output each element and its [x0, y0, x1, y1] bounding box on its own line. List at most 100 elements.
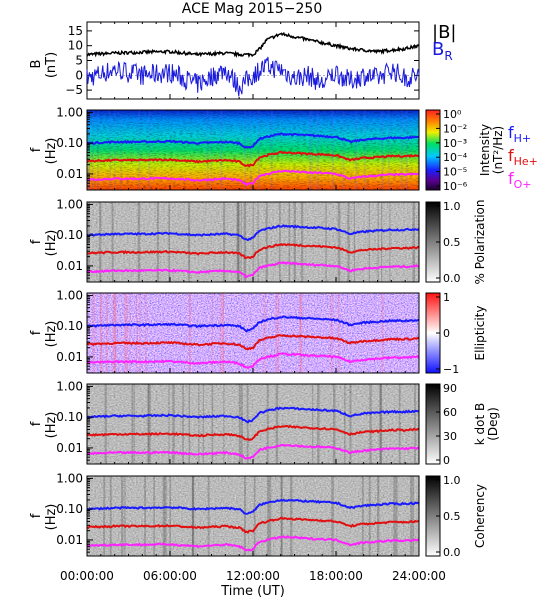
gyrofrequency-line-f_He+ [87, 424, 419, 442]
spectrogram-streak [109, 110, 111, 190]
freq-tick-label: 1.00 [56, 105, 83, 119]
gyrofrequency-line-f_He+ [87, 243, 419, 260]
time-axis: 00:00:00 06:00:00 12:00:00 18:00:00 24:00:00 [60, 569, 446, 583]
spectrogram-streak [275, 293, 278, 373]
spectrogram-streak [331, 110, 334, 190]
colorbar-tick-label: 0 [443, 454, 450, 467]
spectrogram-streak [379, 384, 382, 464]
spectrogram-streak [124, 476, 126, 556]
freq-tick-label: 0.01 [56, 350, 83, 364]
spectrogram-streak [222, 293, 224, 373]
spectrogram-streak [377, 202, 379, 282]
spectrogram-streak [124, 293, 126, 373]
colorbar-tick-label: 10⁻⁴ [443, 151, 468, 164]
spectrogram-image [87, 293, 419, 373]
spectrogram-streak [311, 110, 313, 190]
colorbar-tick-label: 0.5 [443, 510, 461, 523]
spectrogram-streak [387, 110, 390, 190]
spectrogram-streak [92, 293, 95, 373]
spectrogram-streak [280, 476, 283, 556]
spectrogram-streak [191, 476, 194, 556]
spectrogram-streak [243, 202, 247, 282]
spectrogram-streak [257, 110, 260, 190]
spectrogram-image [87, 384, 419, 464]
spectrogram-streak [376, 476, 380, 556]
colorbar-tick-label: 0 [443, 327, 450, 340]
colorbar-label: Intensity [478, 124, 492, 176]
spectrogram-streak [344, 384, 346, 464]
gyrofrequency-line-f_O+ [87, 352, 419, 369]
gyrofrequency-line-f_He+ [87, 516, 419, 534]
spectrogram-streak [169, 476, 171, 556]
b-tick-label: 10 [68, 39, 83, 53]
spectrogram-streak [148, 384, 151, 464]
b-tick-label: 5 [75, 54, 83, 68]
legend-f-o-main: f [508, 169, 514, 188]
spectrogram-streak [263, 293, 266, 373]
colorbar-tick-label: 90 [443, 382, 457, 395]
legend-f-o: fO+ [508, 169, 532, 191]
panel-ylabel-top: f [29, 239, 44, 244]
spectrogram-streak [395, 476, 398, 556]
legend-f-he: fHe+ [508, 146, 538, 168]
spectrogram-streak [111, 202, 114, 282]
colorbar [425, 383, 441, 465]
colorbar-label: Ellipticity [473, 306, 487, 361]
spectrogram-image [87, 110, 419, 190]
spectrogram-streak [202, 384, 204, 464]
time-tick-label: 24:00:00 [392, 569, 446, 583]
freq-tick-label: 0.10 [56, 502, 83, 516]
panel-ylabel-bot: (Hz) [44, 138, 59, 165]
spectrogram-image [87, 202, 419, 282]
panel-ylabel-bot: (Hz) [44, 321, 59, 348]
spectrogram-streak [331, 476, 333, 556]
spectrogram-streak [414, 384, 416, 464]
colorbar-tick-label: 10⁰ [443, 108, 462, 121]
freq-tick-label: 0.10 [56, 319, 83, 333]
spectrogram-streak [207, 476, 210, 556]
freq-tick-label: 0.01 [56, 441, 83, 455]
panel-1-ylabel-bot: (nT) [44, 52, 59, 78]
freq-tick-label: 1.00 [56, 379, 83, 393]
spectrogram-streak [236, 202, 239, 282]
x-axis-label: Time (UT) [220, 584, 285, 599]
spectrogram-streak [100, 293, 103, 373]
spectrogram-streak [381, 293, 384, 373]
spectrogram-streak [206, 110, 209, 190]
spectrogram-streak [103, 476, 106, 556]
spectrogram-streak [410, 476, 413, 556]
spectrogram-streak [129, 293, 131, 373]
time-tick-label: 00:00:00 [60, 569, 114, 583]
spectrogram-streak [131, 384, 134, 464]
freq-tick-label: 0.01 [56, 533, 83, 547]
spectrogram-streak [191, 476, 195, 556]
legend-b-r-sub: R [444, 49, 452, 63]
freq-tick-label: 0.01 [56, 167, 83, 181]
spectrogram-streak [182, 384, 184, 464]
colorbar-tick-label: 0.0 [443, 546, 461, 559]
b-tick-label: 0 [75, 68, 83, 82]
spectrogram-streak [222, 293, 225, 373]
spectrogram-streak [353, 202, 355, 282]
legend-f-h: fH+ [508, 123, 531, 145]
spectrogram-streak [268, 476, 272, 556]
spectrogram-streak [266, 384, 269, 464]
spectrogram-streak [361, 476, 364, 556]
gyrofrequency-line-f_O+ [87, 535, 419, 552]
spectrogram-streak [270, 110, 273, 190]
spectrogram-streak [220, 110, 223, 190]
spectrogram-streak [312, 384, 314, 464]
colorbar-tick-label: 30 [443, 430, 457, 443]
spectrogram-streak [253, 476, 256, 556]
spectrogram-panel-5: 1.00 0.10 0.01 f (Hz) 1.0 0.5 0.0 Coherency [29, 471, 487, 559]
legend-f-h-sub: H+ [514, 132, 532, 145]
spectrogram-streak [144, 476, 146, 556]
spectrogram-streak [99, 293, 102, 373]
legend-f-he-main: f [508, 146, 514, 165]
spectrogram-panels: 1.000.100.01f (Hz)10⁰10⁻²10⁻³10⁻⁴10⁻⁵10⁻⁶… [29, 105, 538, 559]
gyrofrequency-line-f_He+ [87, 150, 419, 168]
spectrogram-streak [330, 293, 333, 373]
spectrogram-streak [277, 293, 279, 373]
spectrogram-streak [109, 476, 112, 556]
